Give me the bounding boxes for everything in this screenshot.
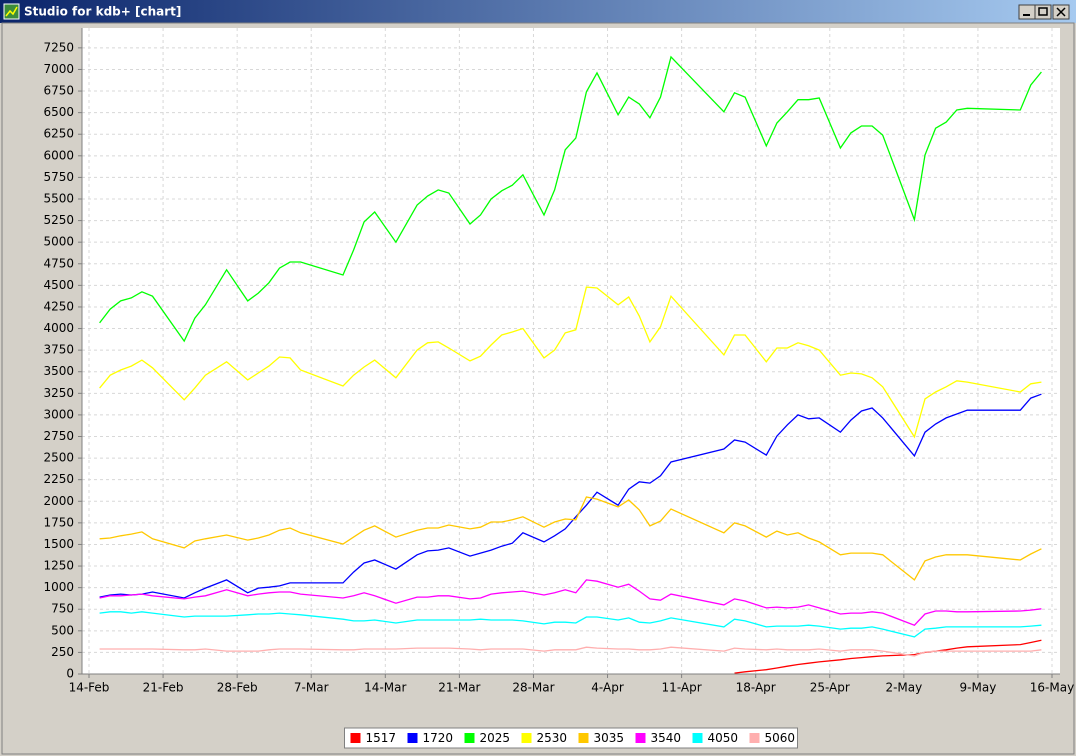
title-bar bbox=[0, 0, 1076, 23]
y-tick-label: 4750 bbox=[43, 256, 74, 270]
minimize-button[interactable] bbox=[1018, 4, 1036, 20]
y-tick-label: 3000 bbox=[43, 407, 74, 421]
legend-label: 2530 bbox=[537, 731, 568, 745]
y-tick-label: 1000 bbox=[43, 580, 74, 594]
series-line bbox=[99, 579, 1042, 626]
y-tick-label: 7250 bbox=[43, 40, 74, 54]
x-tick-label: 14-Mar bbox=[364, 681, 406, 695]
y-tick-label: 500 bbox=[51, 623, 74, 637]
axes: 0 250 500 750 1000 1250 1500 1750 2000 2250 2500 27… bbox=[43, 28, 1074, 695]
y-tick-label: 2250 bbox=[43, 472, 74, 486]
x-tick-label: 28-Mar bbox=[512, 681, 554, 695]
app-icon-glyph bbox=[5, 6, 18, 17]
x-tick-label: 28-Feb bbox=[217, 681, 258, 695]
x-tick-label: 4-Apr bbox=[591, 681, 624, 695]
series-lines bbox=[99, 55, 1042, 674]
legend-swatch bbox=[521, 733, 532, 743]
y-tick-label: 4500 bbox=[43, 278, 74, 292]
series-line bbox=[99, 496, 1042, 581]
y-tick-label: 1500 bbox=[43, 537, 74, 551]
x-tick-label: 21-Mar bbox=[438, 681, 480, 695]
legend-swatch bbox=[635, 733, 646, 743]
x-tick-label: 7-Mar bbox=[294, 681, 329, 695]
y-tick-label: 3500 bbox=[43, 364, 74, 378]
series-line bbox=[99, 646, 1042, 657]
legend-label: 2025 bbox=[480, 731, 511, 745]
y-tick-label: 0 bbox=[66, 667, 74, 681]
y-tick-label: 1250 bbox=[43, 559, 74, 573]
y-tick-label: 5750 bbox=[43, 170, 74, 184]
x-tick-label: 18-Apr bbox=[736, 681, 776, 695]
plot-area bbox=[82, 28, 1060, 674]
y-tick-label: 2750 bbox=[43, 429, 74, 443]
legend: 1517 1720 2025 2530 3035 3540 4050 5060 bbox=[344, 727, 798, 749]
maximize-button[interactable] bbox=[1034, 4, 1052, 20]
y-tick-label: 5000 bbox=[43, 235, 74, 249]
x-tick-label: 14-Feb bbox=[69, 681, 110, 695]
series-line bbox=[99, 286, 1042, 439]
x-tick-label: 9-May bbox=[960, 681, 997, 695]
x-tick-label: 25-Apr bbox=[810, 681, 850, 695]
legend-swatch bbox=[578, 733, 589, 743]
y-tick-label: 6250 bbox=[43, 127, 74, 141]
x-tick-label: 2-May bbox=[885, 681, 922, 695]
y-tick-label: 6750 bbox=[43, 84, 74, 98]
y-tick-label: 6000 bbox=[43, 148, 74, 162]
series-line bbox=[734, 639, 1042, 674]
series-line bbox=[99, 55, 1042, 343]
y-tick-label: 5250 bbox=[43, 213, 74, 227]
legend-swatch bbox=[407, 733, 418, 743]
y-tick-label: 250 bbox=[51, 645, 74, 659]
legend-box bbox=[344, 727, 798, 749]
legend-label: 5060 bbox=[765, 731, 796, 745]
y-tick-label: 3250 bbox=[43, 386, 74, 400]
legend-label: 4050 bbox=[708, 731, 739, 745]
window-buttons bbox=[1018, 4, 1070, 20]
x-tick-label: 16-May bbox=[1030, 681, 1074, 695]
legend-label: 1517 bbox=[366, 731, 397, 745]
y-tick-label: 7000 bbox=[43, 62, 74, 76]
series-line bbox=[99, 611, 1042, 638]
x-tick-label: 21-Feb bbox=[143, 681, 184, 695]
y-tick-label: 2500 bbox=[43, 451, 74, 465]
legend-label: 1720 bbox=[423, 731, 454, 745]
y-tick-label: 5500 bbox=[43, 192, 74, 206]
y-tick-label: 2000 bbox=[43, 494, 74, 508]
legend-swatch bbox=[464, 733, 475, 743]
legend-label: 3540 bbox=[651, 731, 682, 745]
y-tick-label: 4250 bbox=[43, 299, 74, 313]
close-glyph bbox=[1056, 7, 1066, 17]
legend-label: 3035 bbox=[594, 731, 625, 745]
y-tick-label: 4000 bbox=[43, 321, 74, 335]
legend-swatch bbox=[692, 733, 703, 743]
legend-swatch bbox=[350, 733, 361, 743]
y-tick-label: 750 bbox=[51, 602, 74, 616]
series-line bbox=[99, 393, 1042, 599]
y-tick-label: 1750 bbox=[43, 515, 74, 529]
grid bbox=[82, 28, 1060, 675]
y-tick-label: 6500 bbox=[43, 105, 74, 119]
legend-swatch bbox=[749, 733, 760, 743]
maximize-glyph bbox=[1038, 7, 1048, 16]
window-title: Studio for kdb+ [chart] bbox=[24, 5, 181, 19]
y-tick-label: 3750 bbox=[43, 343, 74, 357]
x-tick-label: 11-Apr bbox=[662, 681, 702, 695]
